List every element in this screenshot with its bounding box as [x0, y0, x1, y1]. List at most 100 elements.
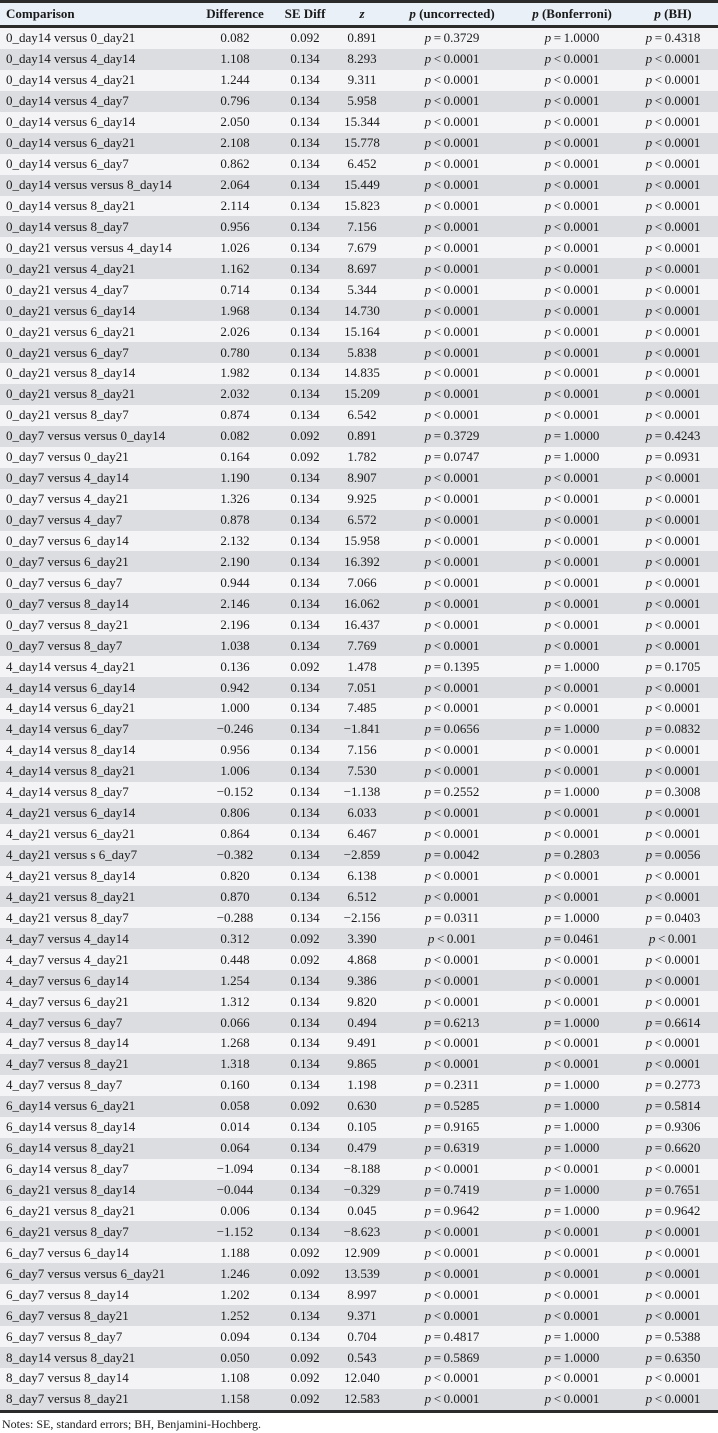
- cell-p-bonferroni: p < 0.0001: [544, 742, 600, 758]
- cell-se-diff: 0.092: [290, 30, 320, 46]
- cell-difference: 1.038: [220, 637, 250, 653]
- p-symbol: p: [645, 449, 653, 465]
- cell-p-bh: p < 0.0001: [645, 951, 701, 967]
- cell-p-bh: p < 0.0001: [645, 1035, 701, 1051]
- cell-p-uncorrected: p < 0.0001: [424, 679, 480, 695]
- cell-z: 16.392: [344, 553, 380, 569]
- p-symbol: p: [544, 1140, 552, 1156]
- cell-comparison: 0_day14 versus 4_day21: [6, 72, 136, 88]
- cell-difference: 1.254: [220, 972, 250, 988]
- cell-difference: 1.188: [220, 1244, 250, 1260]
- cell-se-diff: 0.134: [290, 616, 320, 632]
- cell-se-diff: 0.134: [290, 386, 320, 402]
- p-symbol: p: [645, 679, 653, 695]
- cell-p-bonferroni: p = 1.0000: [544, 1140, 600, 1156]
- cell-p-bonferroni: p < 0.0001: [544, 1244, 600, 1260]
- p-symbol: p: [544, 1349, 552, 1365]
- cell-comparison: 6_day14 versus 8_day21: [6, 1140, 136, 1156]
- cell-p-uncorrected: p < 0.0001: [424, 386, 480, 402]
- table-row: 4_day14 versus 4_day21 0.136 0.092 1.478 p =…: [0, 656, 718, 678]
- cell-z: 6.467: [347, 826, 377, 842]
- cell-comparison: 6_day21 versus 8_day21: [6, 1202, 136, 1218]
- p-symbol: p: [645, 323, 653, 339]
- p-symbol: p: [424, 30, 432, 46]
- cell-se-diff: 0.134: [290, 114, 320, 130]
- cell-se-diff: 0.134: [290, 135, 320, 151]
- cell-se-diff: 0.092: [290, 658, 320, 674]
- cell-p-uncorrected: p < 0.0001: [424, 867, 480, 883]
- p-symbol: p: [424, 1119, 432, 1135]
- cell-se-diff: 0.134: [290, 553, 320, 569]
- p-symbol: p: [645, 1035, 653, 1051]
- cell-comparison: 0_day14 versus 4_day7: [6, 93, 129, 109]
- p-symbol: p: [544, 972, 552, 988]
- cell-se-diff: 0.134: [290, 260, 320, 276]
- cell-comparison: 6_day7 versus 8_day21: [6, 1307, 129, 1323]
- cell-p-bonferroni: p < 0.0001: [544, 805, 600, 821]
- cell-difference: 1.108: [220, 51, 250, 67]
- cell-z: 0.494: [347, 1014, 377, 1030]
- p-symbol: p: [424, 1182, 432, 1198]
- cell-comparison: 8_day7 versus 8_day21: [6, 1391, 129, 1407]
- cell-se-diff: 0.134: [290, 700, 320, 716]
- cell-p-bonferroni: p < 0.0001: [544, 93, 600, 109]
- p-symbol: p: [424, 51, 432, 67]
- p-symbol: p: [544, 909, 552, 925]
- cell-p-bh: p < 0.0001: [645, 637, 701, 653]
- cell-se-diff: 0.092: [290, 1349, 320, 1365]
- cell-difference: 1.252: [220, 1307, 250, 1323]
- cell-difference: 0.448: [220, 951, 250, 967]
- table-row: 0_day14 versus 4_day14 1.108 0.134 8.293 p <…: [0, 48, 718, 70]
- cell-p-bonferroni: p < 0.0001: [544, 1035, 600, 1051]
- cell-difference: 0.014: [220, 1119, 250, 1135]
- cell-z: −1.138: [343, 784, 381, 800]
- cell-p-bonferroni: p < 0.0001: [544, 1056, 600, 1072]
- p-symbol: p: [544, 30, 552, 46]
- table-row: 4_day14 versus 8_day14 0.956 0.134 7.156 p <…: [0, 739, 718, 761]
- p-symbol: p: [645, 1349, 653, 1365]
- cell-p-uncorrected: p < 0.0001: [424, 302, 480, 318]
- cell-z: 0.105: [347, 1119, 377, 1135]
- cell-p-bonferroni: p < 0.0001: [544, 344, 600, 360]
- cell-se-diff: 0.092: [290, 1370, 320, 1386]
- cell-difference: 0.064: [220, 1140, 250, 1156]
- table-row: 4_day14 versus 8_day21 1.006 0.134 7.530 p <…: [0, 760, 718, 782]
- table-row: 6_day14 versus 8_day21 0.064 0.134 0.479 p =…: [0, 1137, 718, 1159]
- cell-p-bh: p < 0.0001: [645, 302, 701, 318]
- cell-p-bonferroni: p < 0.0001: [544, 888, 600, 904]
- cell-p-bh: p = 0.6620: [645, 1140, 701, 1156]
- cell-p-uncorrected: p < 0.0001: [424, 114, 480, 130]
- cell-difference: 0.136: [220, 658, 250, 674]
- cell-p-bh: p = 0.9306: [645, 1119, 701, 1135]
- p-symbol: p: [424, 1035, 432, 1051]
- cell-comparison: 0_day7 versus 6_day21: [6, 553, 129, 569]
- p-symbol: p: [424, 470, 432, 486]
- table-row: 6_day7 versus 8_day7 0.094 0.134 0.704 p = 0…: [0, 1326, 718, 1348]
- cell-z: 6.542: [347, 407, 377, 423]
- cell-p-uncorrected: p < 0.0001: [424, 1391, 480, 1407]
- p-symbol: p: [544, 1202, 552, 1218]
- p-symbol: p: [544, 428, 552, 444]
- p-symbol: p: [544, 595, 552, 611]
- cell-p-bh: p = 0.0832: [645, 721, 701, 737]
- p-symbol: p: [544, 1035, 552, 1051]
- p-symbol: p: [424, 826, 432, 842]
- p-symbol: p: [424, 1098, 432, 1114]
- cell-comparison: 0_day7 versus 8_day7: [6, 637, 123, 653]
- cell-z: 7.769: [347, 637, 377, 653]
- cell-z: 3.390: [347, 930, 377, 946]
- p-symbol: p: [544, 616, 552, 632]
- cell-p-bh: p < 0.001: [648, 930, 698, 946]
- cell-z: 1.782: [347, 449, 377, 465]
- cell-se-diff: 0.134: [290, 1307, 320, 1323]
- table-row: 0_day21 versus versus 4_day14 1.026 0.134 7…: [0, 237, 718, 259]
- p-symbol: p: [424, 784, 432, 800]
- cell-se-diff: 0.134: [290, 742, 320, 758]
- cell-p-bonferroni: p < 0.0001: [544, 386, 600, 402]
- p-symbol: p: [544, 323, 552, 339]
- cell-p-bonferroni: p < 0.0001: [544, 156, 600, 172]
- header-label: (BH): [660, 6, 692, 21]
- p-symbol: p: [544, 93, 552, 109]
- cell-p-bonferroni: p < 0.0001: [544, 1223, 600, 1239]
- p-symbol: p: [645, 1223, 653, 1239]
